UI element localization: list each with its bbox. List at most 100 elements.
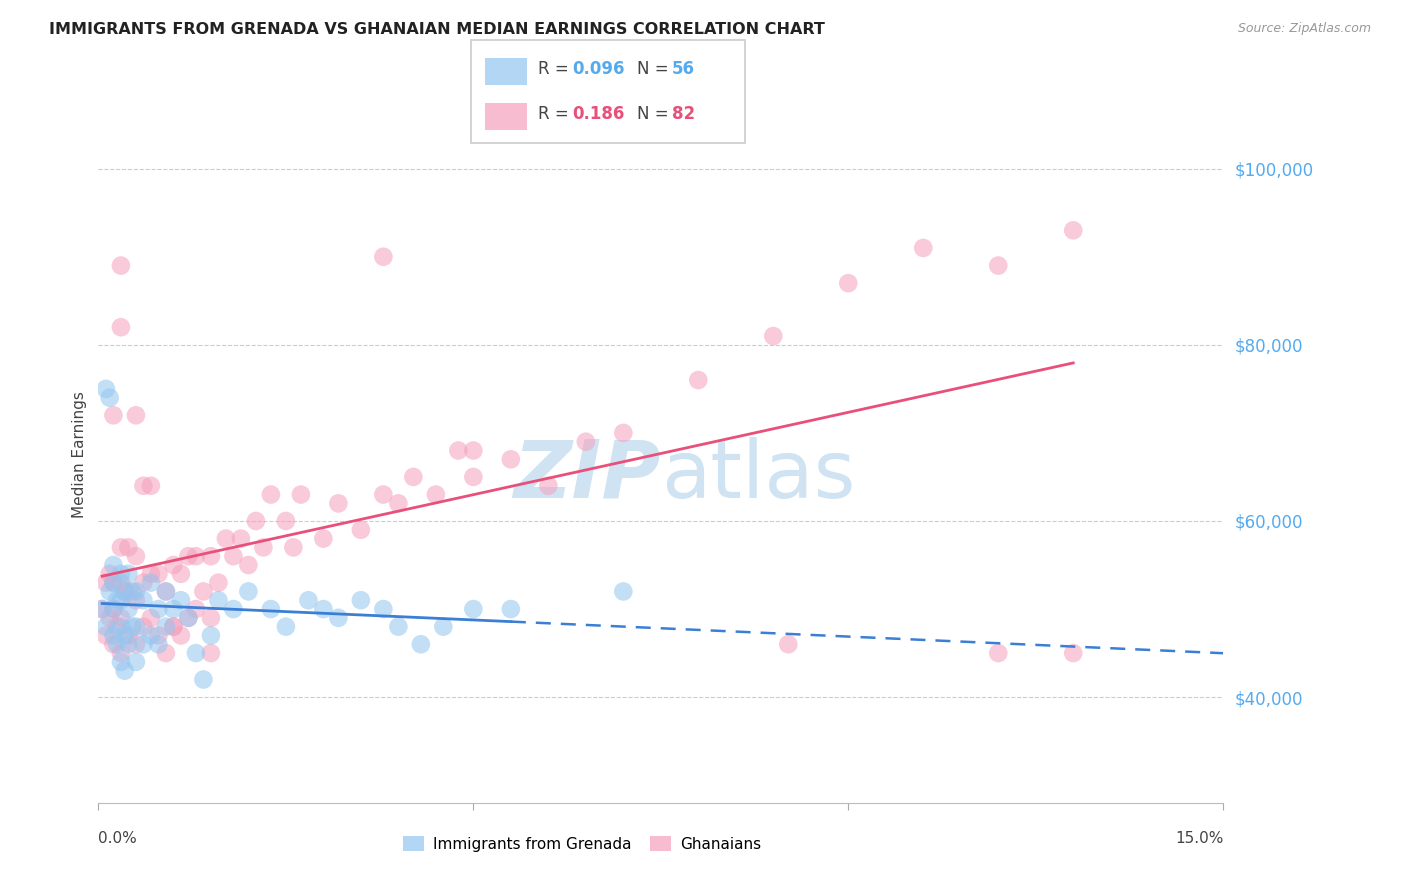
- Point: [114, 628, 136, 642]
- Point: [110, 566, 132, 581]
- Point: [103, 637, 125, 651]
- Text: N =: N =: [637, 105, 673, 123]
- Point: [499, 602, 522, 616]
- Point: [222, 602, 245, 616]
- Point: [121, 620, 143, 634]
- Text: 0.186: 0.186: [572, 105, 624, 123]
- Point: [103, 575, 125, 590]
- Point: [132, 637, 155, 651]
- Point: [912, 241, 935, 255]
- Point: [402, 470, 425, 484]
- Point: [200, 611, 222, 625]
- Text: 0.0%: 0.0%: [98, 830, 138, 846]
- Point: [245, 514, 267, 528]
- Point: [987, 646, 1010, 660]
- Point: [200, 646, 222, 660]
- Point: [110, 575, 132, 590]
- Point: [98, 566, 121, 581]
- Point: [447, 443, 470, 458]
- Point: [162, 620, 184, 634]
- Point: [94, 628, 117, 642]
- Point: [91, 602, 114, 616]
- Point: [114, 584, 136, 599]
- Point: [373, 487, 395, 501]
- Point: [125, 409, 148, 423]
- Text: IMMIGRANTS FROM GRENADA VS GHANAIAN MEDIAN EARNINGS CORRELATION CHART: IMMIGRANTS FROM GRENADA VS GHANAIAN MEDI…: [49, 22, 825, 37]
- Text: 15.0%: 15.0%: [1175, 830, 1223, 846]
- Point: [260, 602, 283, 616]
- Point: [274, 514, 297, 528]
- Point: [537, 479, 560, 493]
- Point: [125, 549, 148, 564]
- Point: [283, 541, 305, 555]
- Text: R =: R =: [538, 105, 575, 123]
- Point: [98, 391, 121, 405]
- Point: [105, 637, 128, 651]
- Point: [117, 628, 139, 642]
- Point: [125, 655, 148, 669]
- Text: atlas: atlas: [661, 437, 855, 515]
- Point: [132, 593, 155, 607]
- Point: [94, 382, 117, 396]
- Point: [110, 320, 132, 334]
- Point: [688, 373, 710, 387]
- Point: [312, 532, 335, 546]
- Point: [409, 637, 432, 651]
- Point: [1062, 223, 1084, 237]
- Point: [170, 566, 193, 581]
- Point: [117, 541, 139, 555]
- Point: [350, 593, 373, 607]
- Point: [139, 628, 162, 642]
- Point: [114, 664, 136, 678]
- Point: [312, 602, 335, 616]
- Point: [229, 532, 252, 546]
- Point: [132, 479, 155, 493]
- Point: [193, 673, 215, 687]
- Point: [117, 566, 139, 581]
- Point: [612, 584, 634, 599]
- Point: [155, 646, 177, 660]
- Point: [177, 611, 200, 625]
- Point: [238, 584, 260, 599]
- Legend: Immigrants from Grenada, Ghanaians: Immigrants from Grenada, Ghanaians: [396, 830, 768, 858]
- Point: [837, 276, 859, 290]
- Text: 0.096: 0.096: [572, 60, 624, 78]
- Point: [162, 620, 184, 634]
- Point: [193, 584, 215, 599]
- Point: [463, 602, 485, 616]
- Text: R =: R =: [538, 60, 575, 78]
- Point: [260, 487, 283, 501]
- Point: [274, 620, 297, 634]
- Point: [148, 566, 170, 581]
- Point: [117, 584, 139, 599]
- Point: [162, 602, 184, 616]
- Point: [91, 602, 114, 616]
- Point: [170, 628, 193, 642]
- Point: [103, 602, 125, 616]
- Point: [155, 584, 177, 599]
- Point: [125, 593, 148, 607]
- Point: [200, 628, 222, 642]
- Point: [463, 443, 485, 458]
- Point: [98, 584, 121, 599]
- Text: 56: 56: [672, 60, 695, 78]
- Point: [132, 575, 155, 590]
- Point: [297, 593, 319, 607]
- Point: [184, 602, 207, 616]
- Point: [184, 646, 207, 660]
- Point: [110, 655, 132, 669]
- Point: [110, 259, 132, 273]
- Point: [94, 575, 117, 590]
- Point: [103, 628, 125, 642]
- Point: [148, 628, 170, 642]
- Point: [575, 434, 598, 449]
- Text: 82: 82: [672, 105, 695, 123]
- Point: [132, 620, 155, 634]
- Point: [117, 602, 139, 616]
- Point: [110, 646, 132, 660]
- Point: [155, 584, 177, 599]
- Point: [103, 558, 125, 572]
- Point: [125, 584, 148, 599]
- Point: [778, 637, 800, 651]
- Point: [139, 566, 162, 581]
